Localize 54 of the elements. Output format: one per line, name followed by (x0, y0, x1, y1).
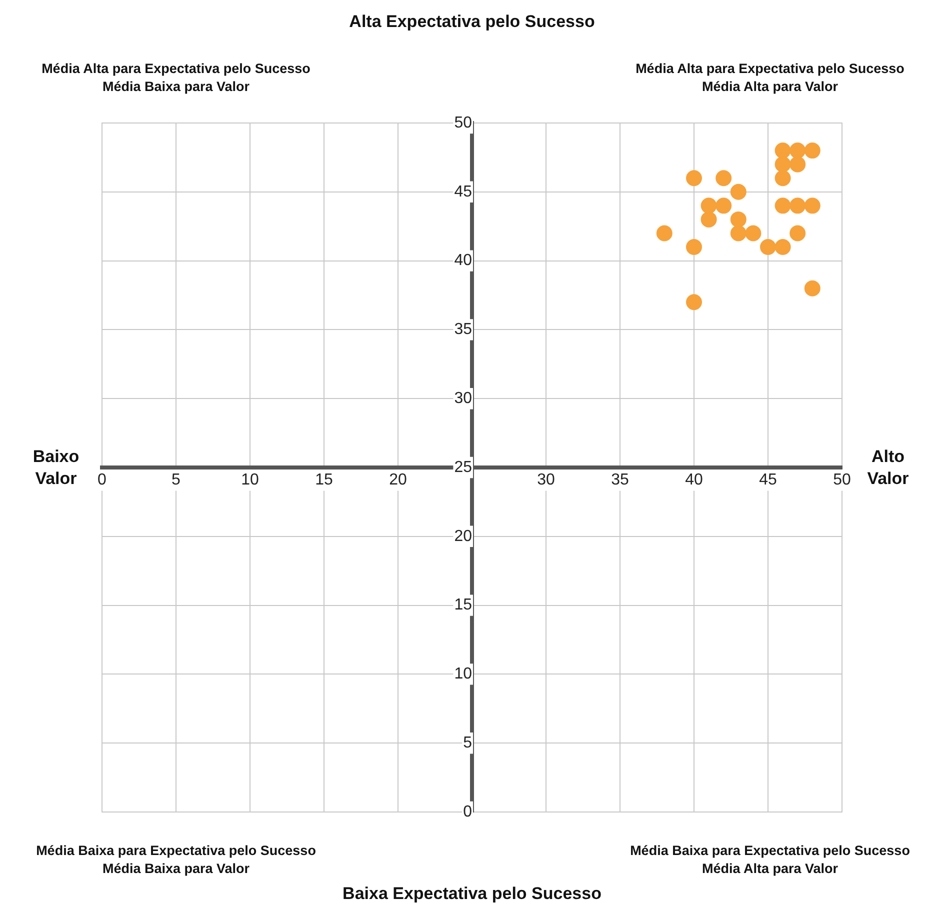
y-tick-label: 20 (454, 528, 472, 545)
point (774, 142, 791, 159)
point (790, 156, 806, 172)
x-axis-title: Baixa Expectativa pelo Sucesso (342, 884, 602, 904)
point (700, 211, 717, 228)
point (745, 225, 762, 242)
y-tick-label: 45 (454, 183, 472, 200)
text: Alto Valor (867, 447, 909, 488)
point (730, 225, 746, 242)
y-tick-label: 10 (454, 666, 472, 683)
point (760, 239, 776, 256)
y-tick-label: 25 (454, 458, 472, 476)
x-tick-label: 45 (759, 472, 777, 489)
x-tick-label: 40 (685, 472, 703, 489)
x-tick-label: 35 (611, 472, 629, 489)
x-tick-label: 5 (172, 472, 181, 489)
text: Média Alta para Expectativa pelo Sucesso Média Alta para Valor (634, 60, 906, 96)
text: Média Alta para Expectativa pelo Sucesso Média Baixa para Valor (40, 60, 312, 96)
point (774, 198, 791, 214)
x-tick-label: 0 (98, 472, 107, 489)
point (774, 156, 791, 172)
point (730, 211, 746, 228)
y-tick-label: 5 (463, 734, 472, 752)
text: Baixo Valor (32, 446, 80, 490)
point (804, 280, 820, 296)
point (656, 225, 672, 242)
point (686, 170, 702, 186)
x-tick-label: 20 (389, 472, 407, 489)
point (716, 170, 732, 186)
y-tick-label: 30 (454, 390, 472, 408)
chart-title: Alta Expectativa pelo Sucesso (348, 12, 596, 32)
x-tick-label: 50 (833, 472, 851, 489)
point (686, 239, 702, 256)
point (804, 142, 820, 159)
y-tick-label: 40 (454, 252, 472, 270)
point (716, 198, 732, 214)
y-tick-label: 35 (454, 321, 472, 338)
x-tick-label: 15 (315, 472, 333, 489)
point (804, 198, 820, 214)
point (730, 184, 746, 200)
point (790, 142, 806, 159)
y-tick-label: 0 (463, 803, 472, 820)
x-tick-label: 30 (537, 472, 555, 489)
text: Média Baixa para Expectativa pelo Sucesso Média Baixa para Valor (35, 842, 317, 878)
point (790, 225, 806, 242)
point (686, 294, 702, 310)
y-tick-label: 15 (454, 596, 472, 614)
x-tick-label: 10 (241, 472, 259, 489)
text: Média Baixa para Expectativa pelo Sucesso Média Alta para Valor (629, 842, 911, 878)
point (700, 198, 717, 214)
point (774, 239, 791, 256)
point (774, 170, 791, 186)
y-tick-label: 50 (454, 114, 472, 132)
point (790, 198, 806, 214)
